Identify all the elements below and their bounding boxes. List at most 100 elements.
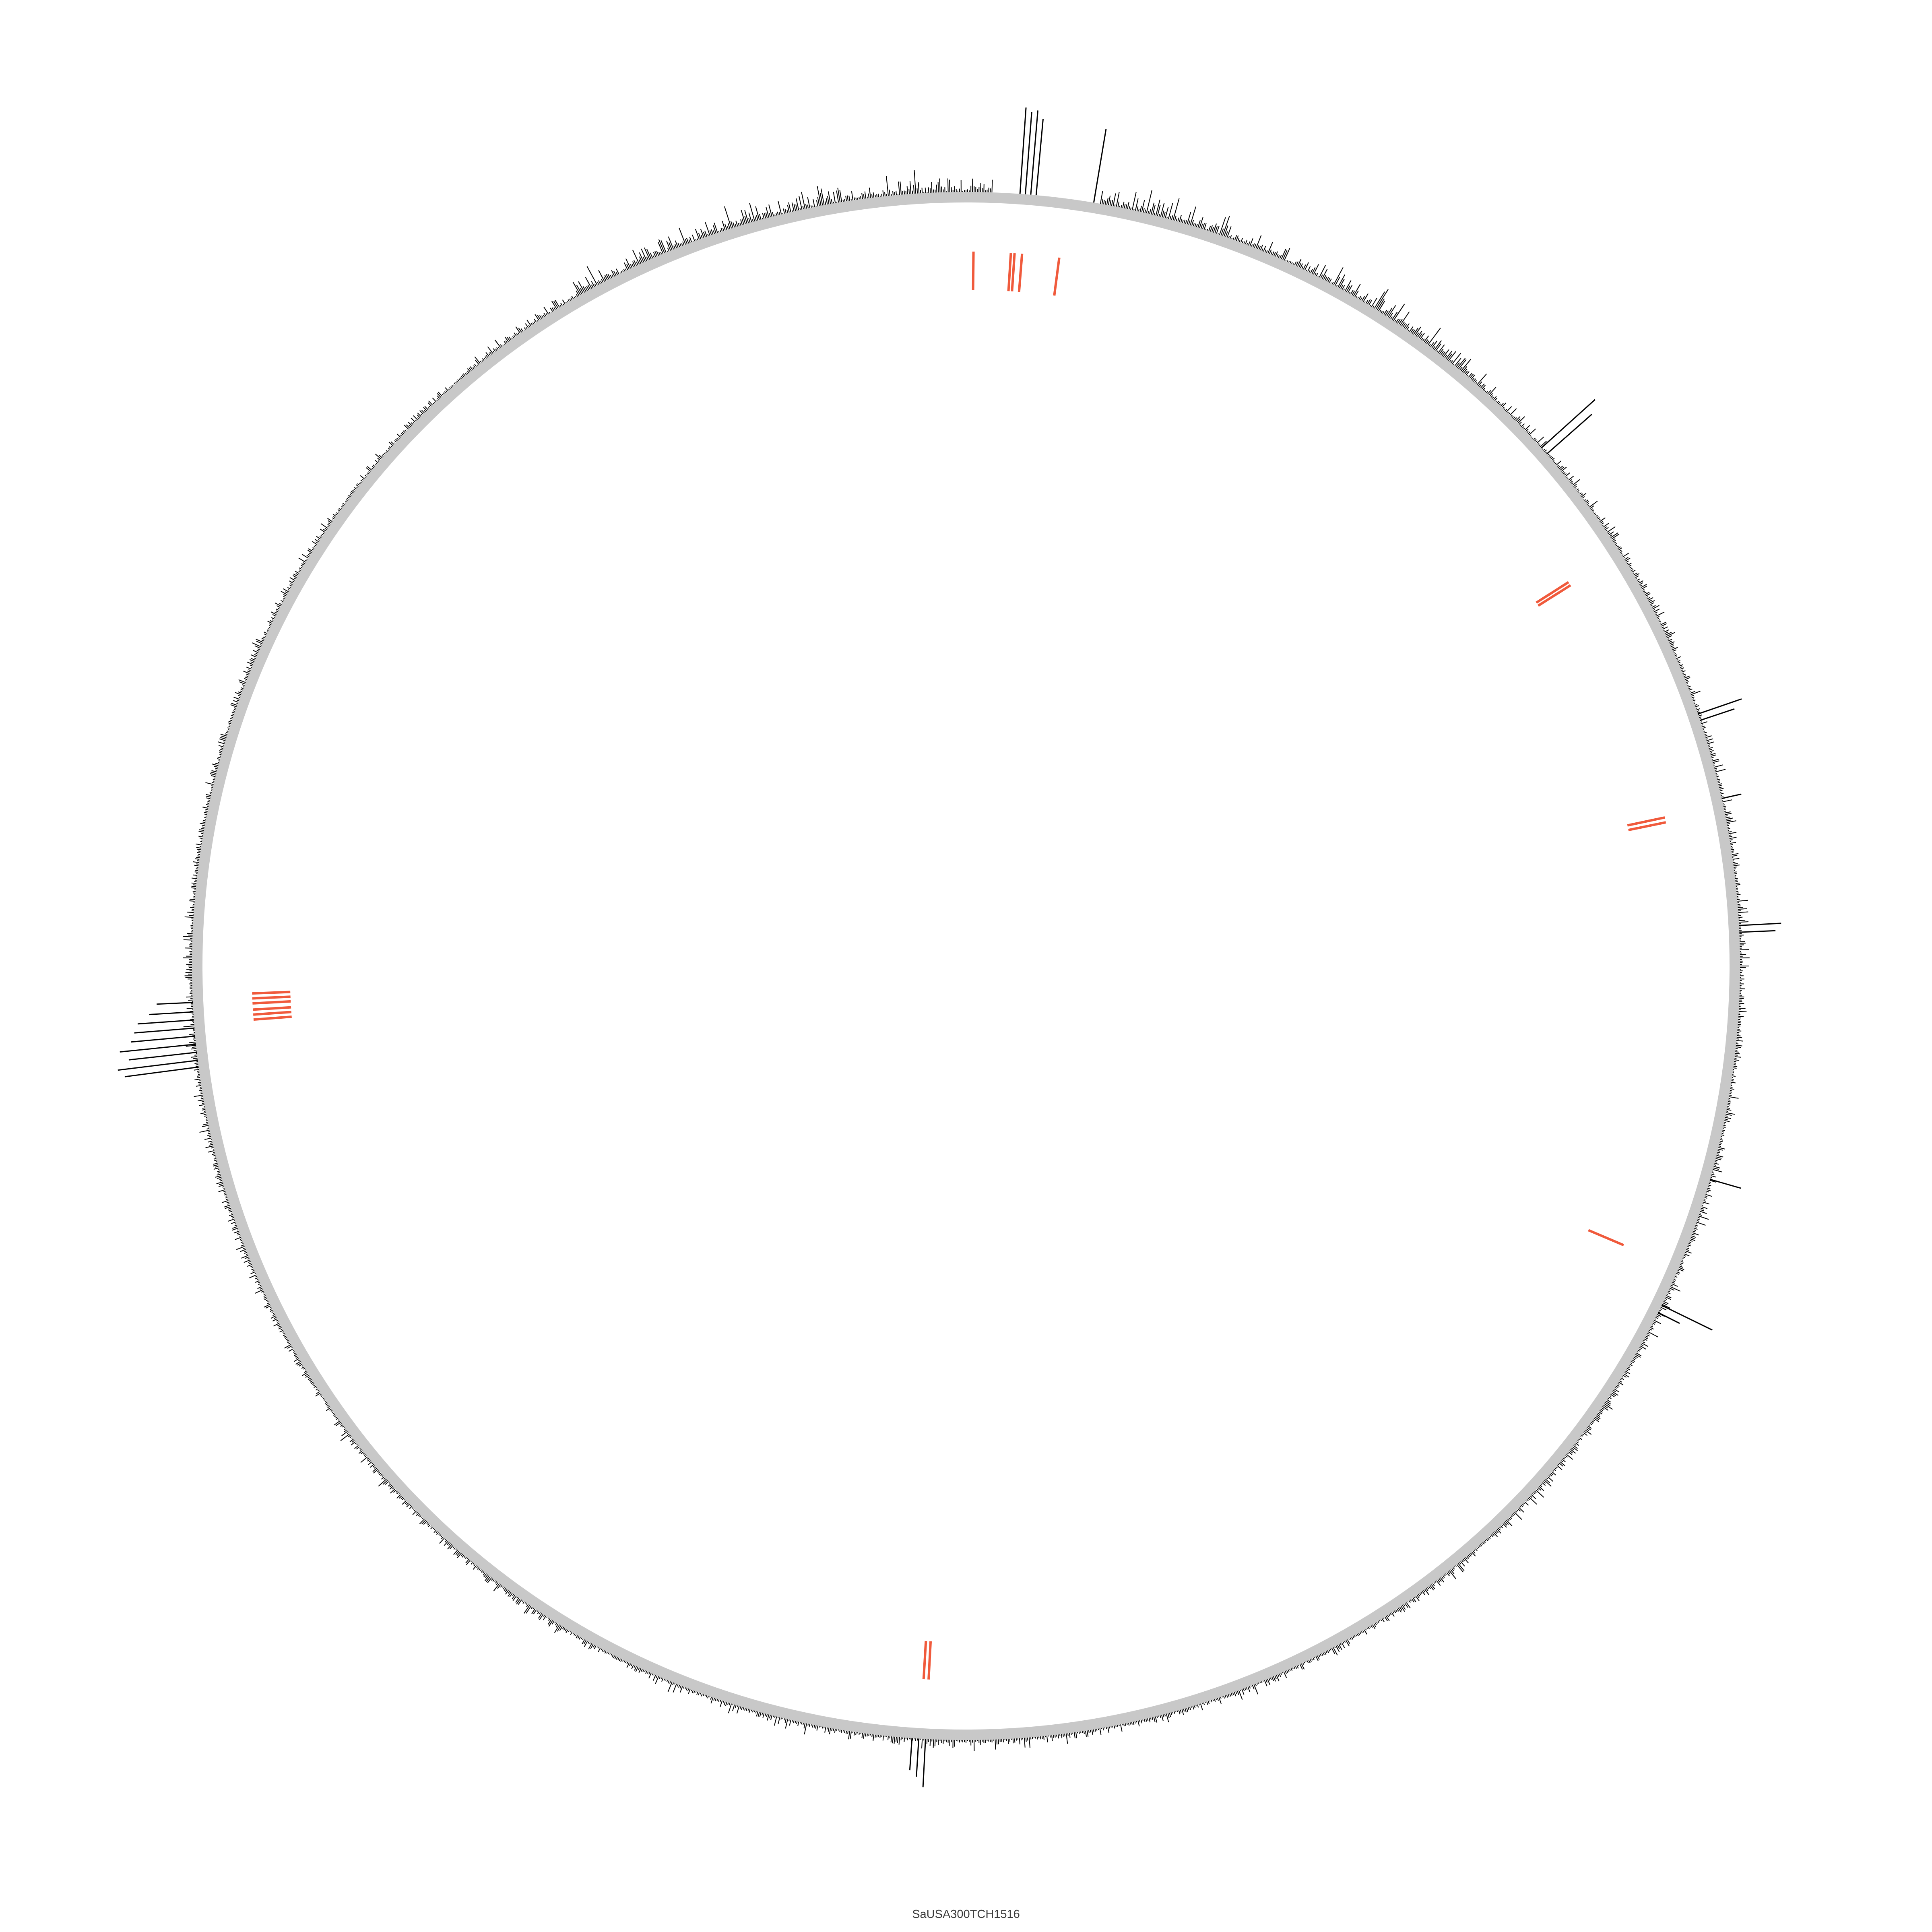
coverage-bar [668, 236, 674, 250]
coverage-bar [1618, 547, 1622, 551]
coverage-bar [283, 596, 286, 598]
coverage-bar [778, 201, 782, 215]
coverage-bar [217, 1174, 221, 1176]
coverage-bar [669, 1681, 671, 1684]
coverage-bar [310, 1380, 313, 1383]
coverage-bar [804, 1723, 807, 1735]
coverage-bar [1695, 705, 1699, 708]
coverage-bar [1418, 1593, 1420, 1597]
coverage-peak [1739, 930, 1776, 933]
coverage-bar [248, 1261, 251, 1263]
coverage-bar [1682, 670, 1686, 673]
coverage-bar [326, 1407, 331, 1411]
coverage-bar [419, 410, 424, 415]
coverage-bar [1582, 496, 1585, 499]
coverage-bar [308, 1376, 310, 1379]
coverage-bar [1243, 1688, 1245, 1692]
coverage-bar [297, 1362, 302, 1366]
coverage-bar [374, 1466, 376, 1469]
coverage-bar [256, 638, 263, 643]
coverage-bar [778, 1717, 780, 1724]
coverage-bar [1203, 1702, 1205, 1705]
coverage-bar [372, 1468, 378, 1472]
coverage-bar [1602, 1406, 1609, 1411]
coverage-bar [1713, 1169, 1722, 1172]
coverage-bar [424, 410, 426, 412]
coverage-bar [795, 204, 798, 211]
coverage-bar [1378, 300, 1385, 312]
coverage-bar [203, 820, 206, 822]
coverage-bar [1711, 759, 1713, 760]
coverage-bar [1590, 505, 1594, 509]
coverage-bar [700, 1693, 701, 1695]
coverage-bar [312, 549, 314, 551]
coverage-bar [1704, 731, 1707, 734]
coverage-bar [1696, 708, 1700, 710]
coverage-bar [1207, 229, 1208, 231]
coverage-bar [741, 210, 746, 225]
coverage-bar [1364, 1629, 1368, 1635]
coverage-bar [1266, 250, 1268, 253]
coverage-bar [1568, 1451, 1573, 1455]
coverage-bar [298, 571, 300, 572]
coverage-bar [228, 721, 232, 723]
coverage-bar [1559, 465, 1563, 469]
coverage-bar [1218, 1697, 1222, 1704]
coverage-bar [378, 1471, 380, 1474]
coverage-bar [340, 1424, 343, 1427]
coverage-bar [722, 228, 724, 231]
coverage-bar [1540, 1484, 1542, 1487]
coverage-bar [264, 632, 267, 634]
coverage-bar [333, 1414, 336, 1416]
coverage-bar [1233, 237, 1234, 240]
coverage-bar [1588, 505, 1589, 506]
coverage-bar [246, 667, 252, 670]
coverage-bar [1272, 251, 1275, 256]
coverage-bar [1158, 213, 1160, 217]
coverage-bar [1552, 458, 1555, 461]
coverage-bar [1347, 1639, 1350, 1644]
coverage-bar [192, 908, 194, 910]
coverage-bar [1701, 1208, 1704, 1210]
coverage-bar [1736, 1037, 1742, 1038]
coverage-bar [209, 1136, 211, 1137]
coverage-bar [281, 591, 287, 595]
coverage-bar [925, 188, 926, 193]
coverage-bar [1482, 1542, 1485, 1545]
coverage-bar [573, 1633, 575, 1636]
coverage-bar [1160, 203, 1165, 217]
coverage-bar [812, 199, 815, 207]
coverage-bar [1350, 289, 1354, 295]
coverage-bar [463, 373, 466, 376]
coverage-bar [1137, 1720, 1140, 1727]
coverage-bar [1699, 718, 1702, 720]
coverage-bar [264, 1304, 270, 1308]
coverage-bar [1188, 1707, 1189, 1710]
coverage-bar [758, 1711, 760, 1717]
coverage-bar [732, 1704, 735, 1711]
coverage-bar [656, 1675, 658, 1678]
coverage-bar [305, 1375, 310, 1378]
coverage-bar [1709, 1181, 1711, 1183]
coverage-bar [539, 1612, 541, 1614]
coverage-bar [322, 532, 324, 534]
coverage-bar [1349, 292, 1351, 294]
coverage-bar [456, 380, 458, 383]
coverage-bar [1452, 353, 1461, 364]
coverage-bar [1643, 590, 1645, 592]
coverage-bar [1737, 900, 1748, 902]
coverage-bar [728, 1703, 732, 1713]
coverage-bar [1320, 1654, 1322, 1657]
coverage-bar [477, 1567, 479, 1570]
coverage-bar [1565, 472, 1570, 477]
coverage-bar [1443, 1575, 1445, 1578]
coverage-bar [363, 1453, 365, 1455]
coverage-bar [1274, 1675, 1277, 1680]
coverage-bar [772, 212, 774, 217]
coverage-bar [588, 1643, 592, 1649]
coverage-bar [1361, 296, 1365, 301]
coverage-bar [1219, 217, 1226, 235]
coverage-bar [396, 1490, 398, 1493]
coverage-bar [1492, 1533, 1495, 1536]
coverage-bar [1335, 1645, 1340, 1652]
